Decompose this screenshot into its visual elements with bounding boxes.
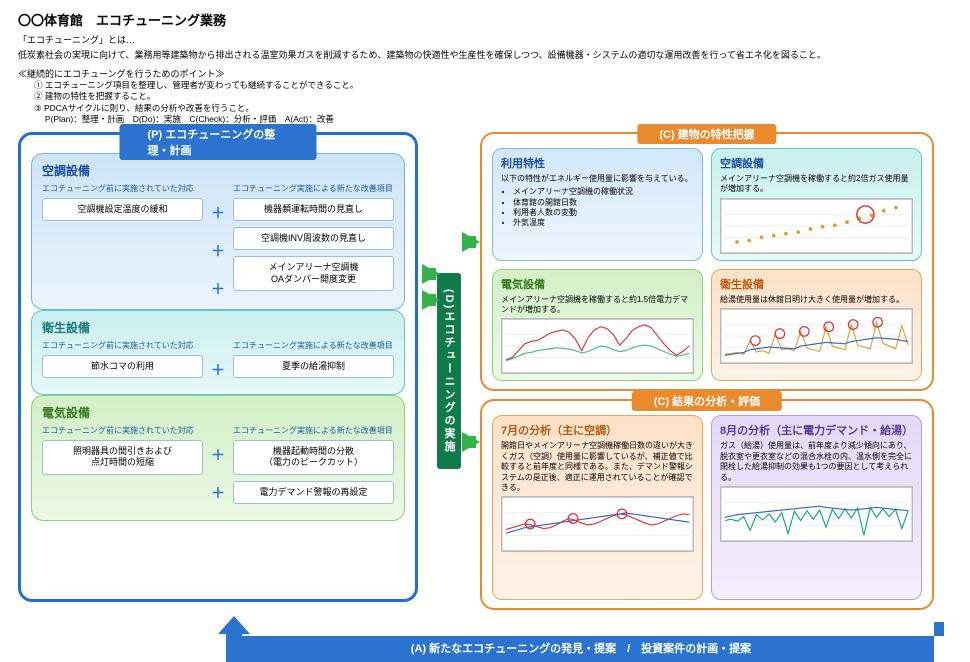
mini-chart xyxy=(720,308,913,364)
item-box: 照明器具の間引きおよび点灯時間の短縮 xyxy=(42,440,203,475)
item-box: メインアリーナ空調機OAダンパー開度変更 xyxy=(233,256,394,291)
c-card-title: 8月の分析（主に電力デマンド・給湯） xyxy=(720,422,913,438)
panel-c2: (C) 結果の分析・評価 7月の分析（主に空調）開館日やメインアリーナ空調機稼働… xyxy=(480,399,934,609)
col-head-after: エコチューニング実施による新たな改善項目 xyxy=(233,340,394,351)
item-box: 空調機設定温度の緩和 xyxy=(42,198,203,221)
c-card-title: 利用特性 xyxy=(501,155,694,171)
panel-d: (D)エコチューニングの実施 xyxy=(437,273,461,469)
arrow-connector xyxy=(934,622,944,636)
c-card-body: メインアリーナ空調機を稼働すると約2倍ガス使用量が増加する。 xyxy=(720,174,913,195)
mini-chart xyxy=(720,486,913,542)
c-card-body: 給湯使用量は休館日明け大きく使用量が増加する。 xyxy=(720,295,913,305)
p-section-title: 電気設備 xyxy=(42,404,394,421)
p-section-title: 空調設備 xyxy=(42,162,394,179)
p-section-hvac: 空調設備エコチューニング前に実施されていた対応空調機設定温度の緩和 ＋ ＋ ＋ エコチュ… xyxy=(31,153,405,310)
panel-c1-header: (C) 建物の特性把握 xyxy=(637,124,776,144)
points-list: ① エコチューニング項目を整理し、管理者が変わっても継続することができること。②… xyxy=(18,80,952,126)
c-card: 衛生設備給湯使用量は休館日明け大きく使用量が増加する。 xyxy=(711,269,922,382)
c-card-title: 衛生設備 xyxy=(720,276,913,292)
c-card-body: 以下の特性がエネルギー使用量に影響を与えている。 xyxy=(501,174,694,184)
c-card-title: 7月の分析（主に空調） xyxy=(501,422,694,438)
c-card: 利用特性以下の特性がエネルギー使用量に影響を与えている。メインアリーナ空調機の稼… xyxy=(492,148,703,261)
mini-chart xyxy=(720,198,913,254)
c-card-bullets: メインアリーナ空調機の稼働状況体育館の開館日数利用者人数の変動外気温度 xyxy=(501,187,694,229)
plus-icon: ＋ xyxy=(211,241,225,261)
c-card-title: 電気設備 xyxy=(501,276,694,292)
panel-c1: (C) 建物の特性把握 利用特性以下の特性がエネルギー使用量に影響を与えている。… xyxy=(480,132,934,392)
item-box: 空調機INV周波数の見直し xyxy=(233,227,394,250)
plus-icon: ＋ xyxy=(211,445,225,465)
plus-icon: ＋ xyxy=(211,483,225,503)
panel-p-header: (P) エコチューニングの整理・計画 xyxy=(120,124,317,160)
p-section-elec: 電気設備エコチューニング前に実施されていた対応照明器具の間引きおよび点灯時間の短… xyxy=(31,395,405,521)
points-title: ≪継続的にエコチューングを行うためのポイント≫ xyxy=(18,67,952,80)
col-head-before: エコチューニング前に実施されていた対応 xyxy=(42,340,203,351)
c-card: 空調設備メインアリーナ空調機を稼働すると約2倍ガス使用量が増加する。 xyxy=(711,148,922,261)
plus-icon: ＋ xyxy=(211,203,225,223)
p-section-title: 衛生設備 xyxy=(42,319,394,336)
intro-body: 低炭素社会の実現に向けて、業務用等建築物から排出される温室効果ガスを削減するため… xyxy=(18,48,952,61)
intro-label: 「エコチューニング」とは… xyxy=(18,33,952,46)
item-box: 機器類運転時間の見直し xyxy=(233,198,394,221)
c-card-title: 空調設備 xyxy=(720,155,913,171)
panel-c2-header: (C) 結果の分析・評価 xyxy=(632,391,782,411)
arrow-right-icon xyxy=(422,264,440,284)
mini-chart xyxy=(501,318,694,374)
c-card-body: メインアリーナ空調機を稼働すると約1.5倍電力デマンドが増加する。 xyxy=(501,295,694,316)
c-card: 7月の分析（主に空調） 開館日やメインアリーナ空調機稼働日数の違いが大きくガス（空… xyxy=(492,415,703,599)
item-box: 節水コマの利用 xyxy=(42,355,203,378)
p-section-sanit: 衛生設備エコチューニング前に実施されていた対応節水コマの利用 ＋ エコチューニング実… xyxy=(31,310,405,395)
c-card: 8月の分析（主に電力デマンド・給湯） ガス（給湯）使用量は、前年度より減少傾向にあ… xyxy=(711,415,922,599)
arrow-right-icon xyxy=(422,290,440,310)
plus-icon: ＋ xyxy=(211,360,225,380)
col-head-after: エコチューニング実施による新たな改善項目 xyxy=(233,183,394,194)
c-card: 電気設備メインアリーナ空調機を稼働すると約1.5倍電力デマンドが増加する。 xyxy=(492,269,703,382)
arrow-right-icon xyxy=(462,432,480,452)
arrow-right-icon xyxy=(462,232,480,252)
panel-p: (P) エコチューニングの整理・計画 空調設備エコチューニング前に実施されていた… xyxy=(18,132,418,602)
col-head-before: エコチューニング前に実施されていた対応 xyxy=(42,425,203,436)
plus-icon: ＋ xyxy=(211,279,225,299)
panel-a: (A) 新たなエコチューニングの発見・提案 / 投資案件の計画・提案 xyxy=(18,616,952,662)
item-box: 夏季の給湯抑制 xyxy=(233,355,394,378)
item-box: 機器起動時間の分散（電力のピークカット） xyxy=(233,440,394,475)
page-title: 〇〇体育館 エコチューニング業務 xyxy=(18,10,952,29)
col-head-after: エコチューニング実施による新たな改善項目 xyxy=(233,425,394,436)
c-card-body: ガス（給湯）使用量は、前年度より減少傾向にあり、脱衣室や更衣室などの混合水栓の内… xyxy=(720,441,913,483)
item-box: 電力デマンド警報の再設定 xyxy=(233,481,394,504)
c-card-body: 開館日やメインアリーナ空調機稼働日数の違いが大きくガス（空調）使用量に影響してい… xyxy=(501,441,694,493)
col-head-before: エコチューニング前に実施されていた対応 xyxy=(42,183,203,194)
mini-chart xyxy=(501,496,694,552)
panel-a-label: (A) 新たなエコチューニングの発見・提案 / 投資案件の計画・提案 xyxy=(228,636,934,662)
